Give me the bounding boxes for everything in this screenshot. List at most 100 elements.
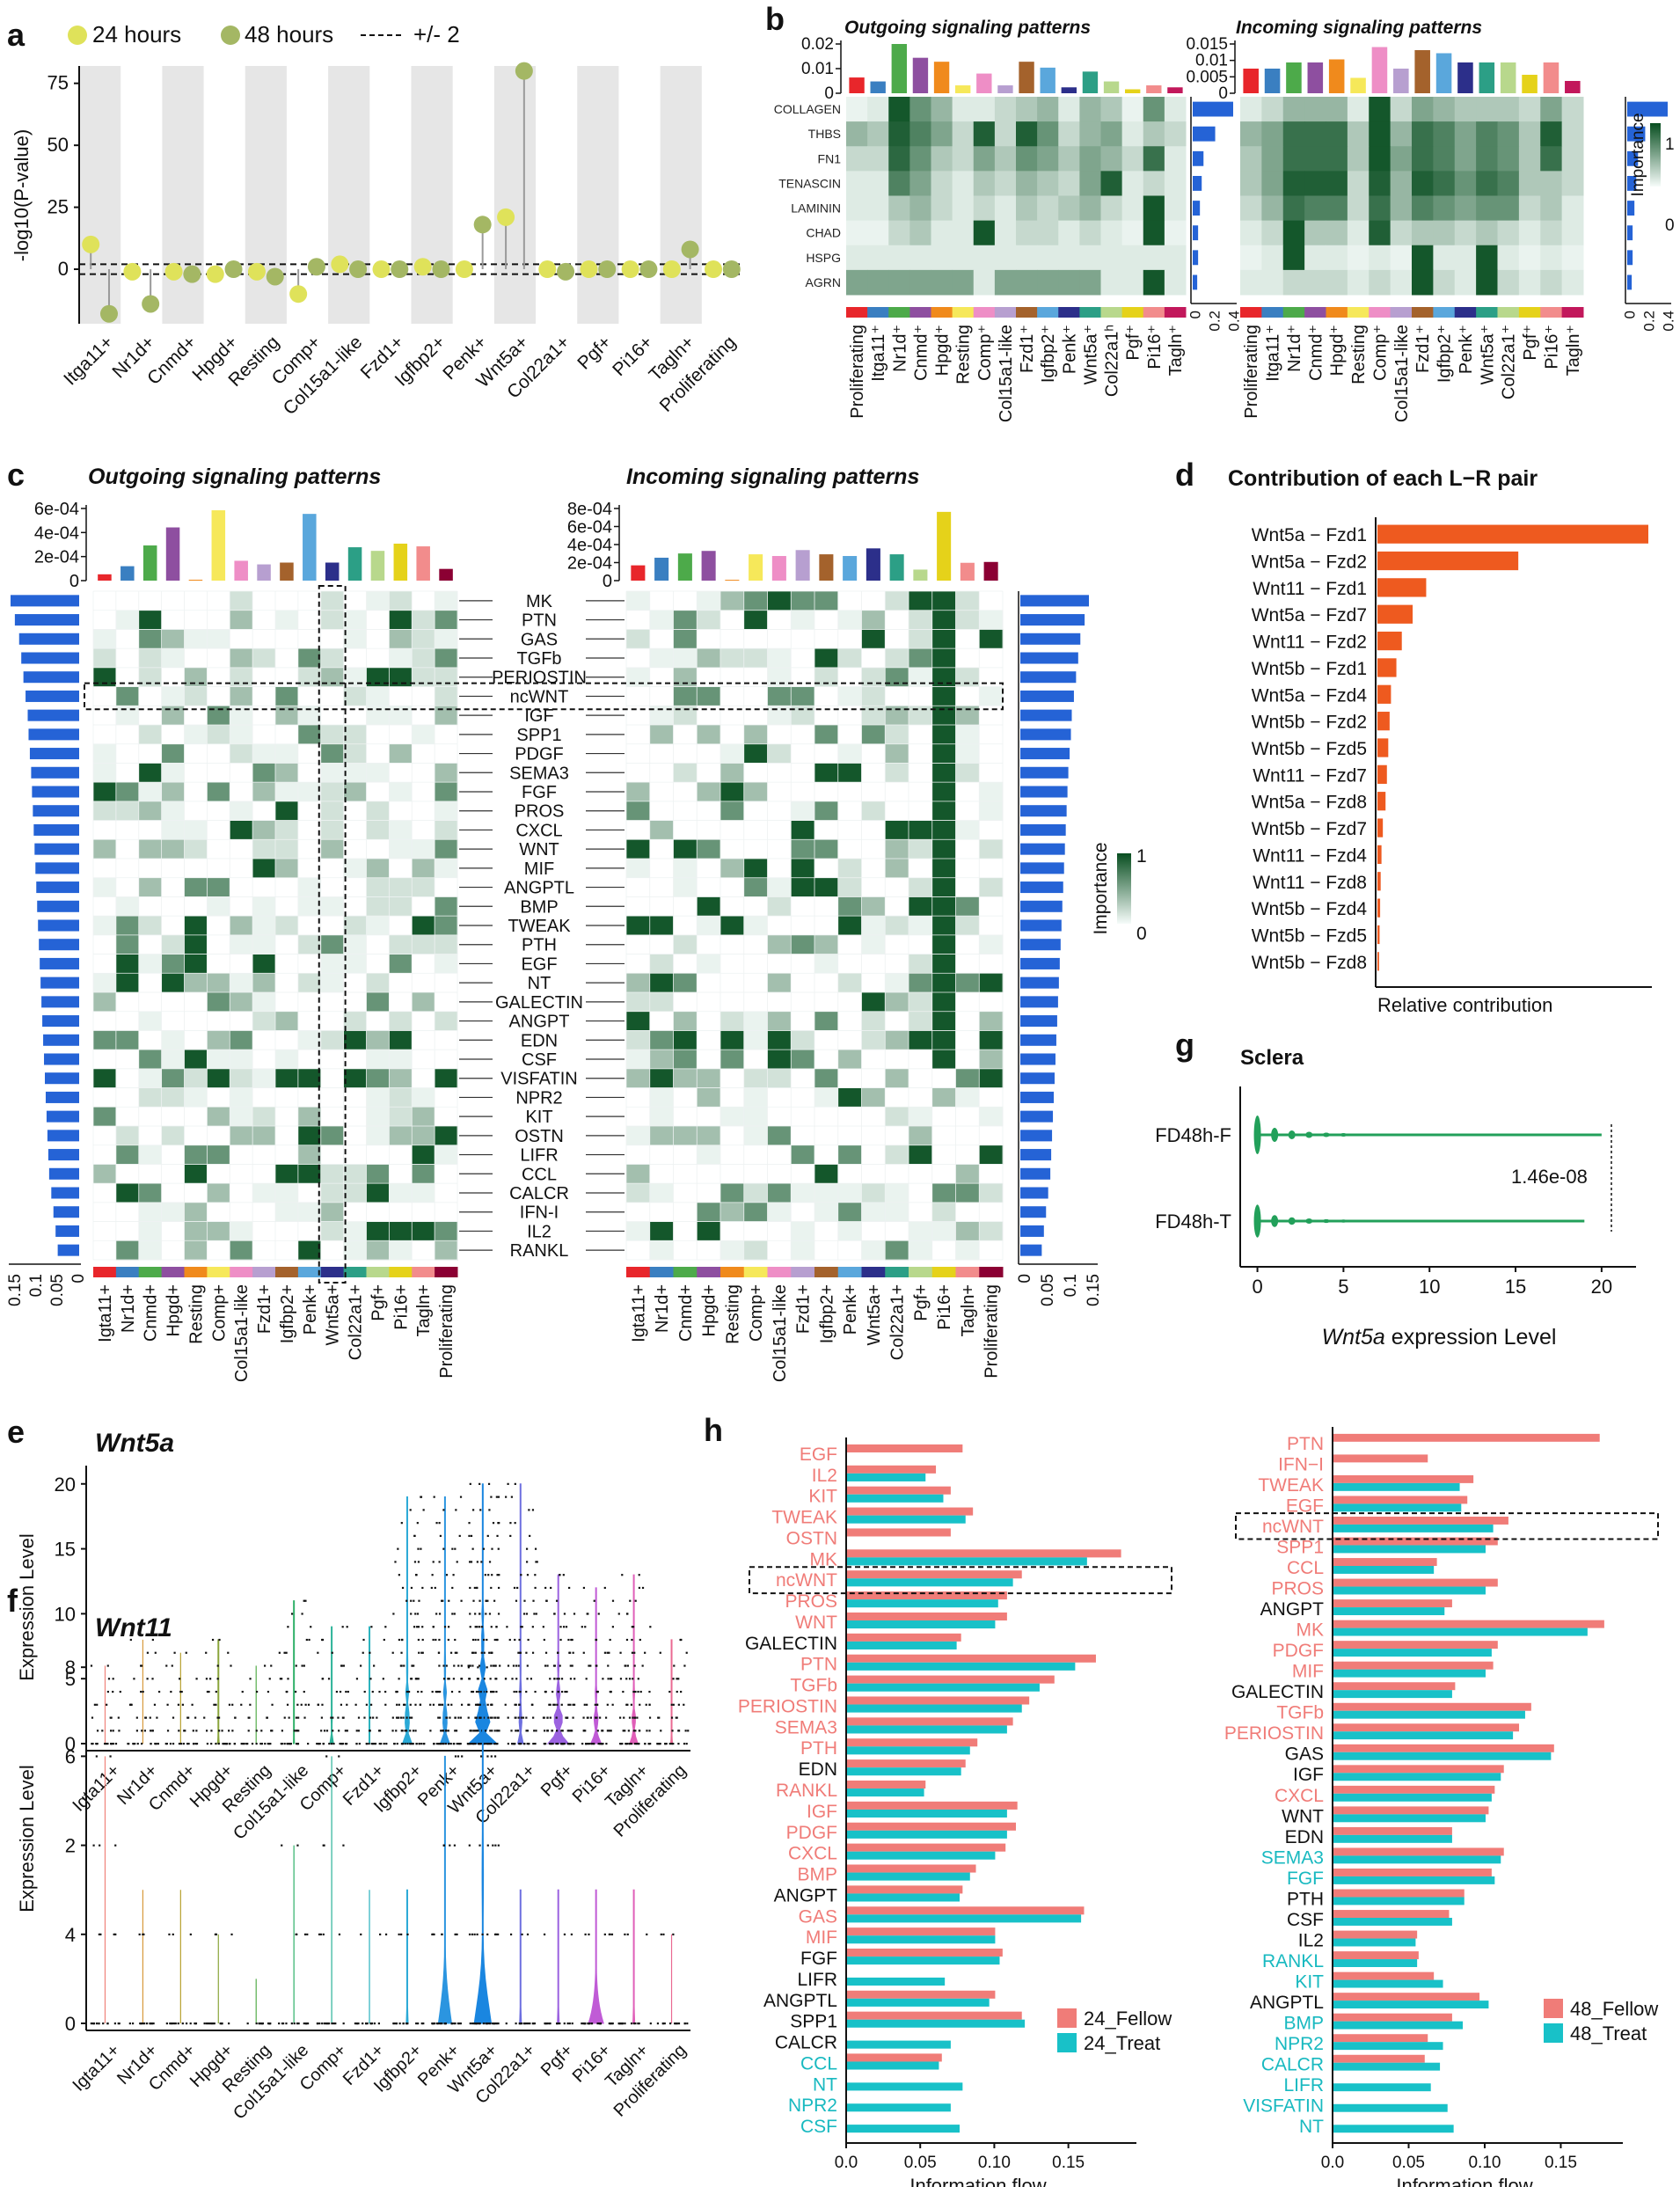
heat-cell bbox=[720, 820, 745, 840]
heat-cell bbox=[389, 1183, 413, 1203]
data-point bbox=[240, 1743, 243, 1745]
data-point bbox=[525, 1651, 528, 1654]
heat-cell bbox=[1497, 220, 1520, 246]
heat-cell bbox=[412, 916, 435, 936]
bar bbox=[1377, 658, 1397, 677]
bar-fellow bbox=[847, 1864, 976, 1873]
heat-cell bbox=[837, 1202, 862, 1223]
bar-fellow bbox=[1333, 1826, 1452, 1835]
heat-cell bbox=[743, 1030, 768, 1050]
heat-cell bbox=[366, 916, 390, 936]
side-bar bbox=[32, 786, 79, 798]
heat-cell bbox=[1518, 245, 1541, 271]
data-point bbox=[114, 1743, 118, 1745]
data-point bbox=[590, 1743, 593, 1745]
heat-cell bbox=[230, 1107, 253, 1127]
data-point bbox=[383, 1638, 385, 1642]
side-bar bbox=[1193, 225, 1199, 241]
data-point bbox=[662, 1933, 665, 1935]
heat-cell bbox=[697, 801, 721, 822]
heat-cell bbox=[979, 1126, 1004, 1146]
data-point bbox=[455, 1509, 457, 1511]
side-bar bbox=[1020, 690, 1074, 702]
heat-cell bbox=[1016, 245, 1038, 271]
heat-cell bbox=[837, 916, 862, 936]
heat-cell bbox=[791, 1050, 815, 1070]
heat-cell bbox=[791, 648, 815, 669]
data-point bbox=[468, 1534, 471, 1538]
heat-cell bbox=[931, 1145, 956, 1165]
y-tick-label: 0 bbox=[65, 2013, 76, 2035]
data-point bbox=[397, 1716, 399, 1719]
data-point bbox=[563, 1626, 566, 1628]
heat-cell bbox=[791, 839, 815, 859]
heat-cell bbox=[861, 992, 886, 1013]
heat-cell bbox=[931, 725, 956, 745]
bar-treat bbox=[847, 1788, 924, 1797]
heat-cell bbox=[435, 954, 458, 974]
heat-cell bbox=[626, 916, 651, 936]
heat-cell bbox=[161, 686, 185, 706]
data-point bbox=[507, 1743, 510, 1745]
data-point bbox=[281, 2022, 285, 2025]
bar-treat bbox=[847, 1851, 996, 1860]
heat-cell bbox=[720, 763, 745, 783]
data-point bbox=[526, 1730, 530, 1732]
heat-cell bbox=[275, 801, 299, 822]
column-label: Col15a1-like bbox=[232, 1284, 252, 1382]
data-point bbox=[635, 1743, 638, 1745]
data-point bbox=[166, 1703, 169, 1706]
heat-cell bbox=[389, 973, 413, 993]
data-point bbox=[90, 1664, 93, 1667]
data-point bbox=[355, 1678, 359, 1680]
data-point bbox=[234, 1716, 237, 1719]
pathway-label: MK bbox=[526, 592, 553, 611]
data-point bbox=[150, 1743, 152, 1745]
heat-cell bbox=[1433, 245, 1456, 271]
data-point bbox=[570, 1933, 573, 1935]
data-point bbox=[207, 2022, 209, 2025]
data-point bbox=[674, 2022, 676, 2025]
heat-cell bbox=[320, 801, 345, 822]
heat-cell bbox=[861, 1068, 886, 1089]
data-point bbox=[472, 1730, 475, 1732]
x-axis-label: Wnt5a expression Level bbox=[1322, 1325, 1557, 1350]
data-point bbox=[245, 1743, 248, 1745]
heat-cell bbox=[1121, 220, 1144, 246]
data-point bbox=[439, 1690, 442, 1693]
bar-fellow bbox=[1333, 1847, 1504, 1856]
data-point bbox=[518, 1703, 521, 1706]
data-point bbox=[373, 2022, 376, 2025]
data-point bbox=[296, 2022, 299, 2025]
heat-cell bbox=[252, 1011, 276, 1031]
y-tick-label: 4 bbox=[65, 1924, 76, 1946]
data-point bbox=[619, 1651, 622, 1654]
heat-cell bbox=[1143, 269, 1165, 296]
data-point bbox=[437, 1690, 440, 1693]
heat-cell bbox=[161, 763, 185, 783]
heat-cell bbox=[955, 916, 980, 936]
bar-treat bbox=[847, 1872, 970, 1881]
cell-color-strip bbox=[673, 1267, 698, 1277]
bar-fellow bbox=[847, 1444, 963, 1452]
heat-cell bbox=[931, 839, 956, 859]
data-point bbox=[189, 1933, 192, 1935]
heat-cell bbox=[275, 1145, 299, 1165]
heat-cell bbox=[931, 220, 953, 246]
data-point bbox=[458, 1743, 461, 1745]
data-point bbox=[543, 1933, 546, 1935]
data-point bbox=[339, 1743, 341, 1745]
heat-cell bbox=[909, 896, 933, 917]
data-point bbox=[325, 1730, 329, 1732]
heat-cell bbox=[955, 591, 980, 611]
heat-cell bbox=[697, 916, 721, 936]
side-bar bbox=[45, 1091, 79, 1103]
heat-cell bbox=[161, 629, 185, 649]
bar-fellow bbox=[1333, 1620, 1604, 1628]
data-point bbox=[340, 1743, 343, 1745]
data-point bbox=[648, 1730, 651, 1732]
y-axis-label: Expression Level bbox=[16, 1765, 38, 1913]
bar-label: Wnt11 − Fzd8 bbox=[1253, 873, 1367, 893]
side-bar bbox=[1020, 996, 1058, 1008]
heat-cell bbox=[673, 1202, 698, 1223]
